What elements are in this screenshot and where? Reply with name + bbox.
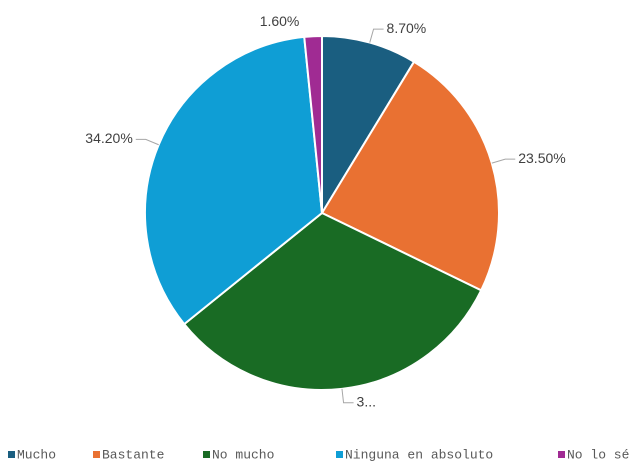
legend-label: Bastante <box>102 447 164 462</box>
pie-slice <box>303 34 323 214</box>
data-label: 34.20% <box>85 130 132 146</box>
data-label: 1.60% <box>260 13 300 29</box>
legend-label: Mucho <box>17 447 56 462</box>
pie-slice <box>321 34 416 217</box>
data-label: 23.50% <box>518 150 565 166</box>
leader-line <box>491 158 516 164</box>
pie-slice <box>182 211 483 391</box>
legend-swatch <box>203 451 210 458</box>
pie-slice <box>144 35 324 326</box>
legend-swatch <box>558 451 565 458</box>
data-label: 8.70% <box>387 20 427 36</box>
data-label: 3... <box>357 393 376 409</box>
legend-label: No lo sé <box>567 447 629 462</box>
legend-label: No mucho <box>212 447 274 462</box>
leader-line <box>369 28 384 43</box>
legend-swatch <box>8 451 15 458</box>
legend-swatch <box>93 451 100 458</box>
legend-swatch <box>336 451 343 458</box>
legend-label: Ninguna en absoluto <box>345 447 493 462</box>
leader-line <box>341 388 354 404</box>
leader-line <box>135 138 159 146</box>
